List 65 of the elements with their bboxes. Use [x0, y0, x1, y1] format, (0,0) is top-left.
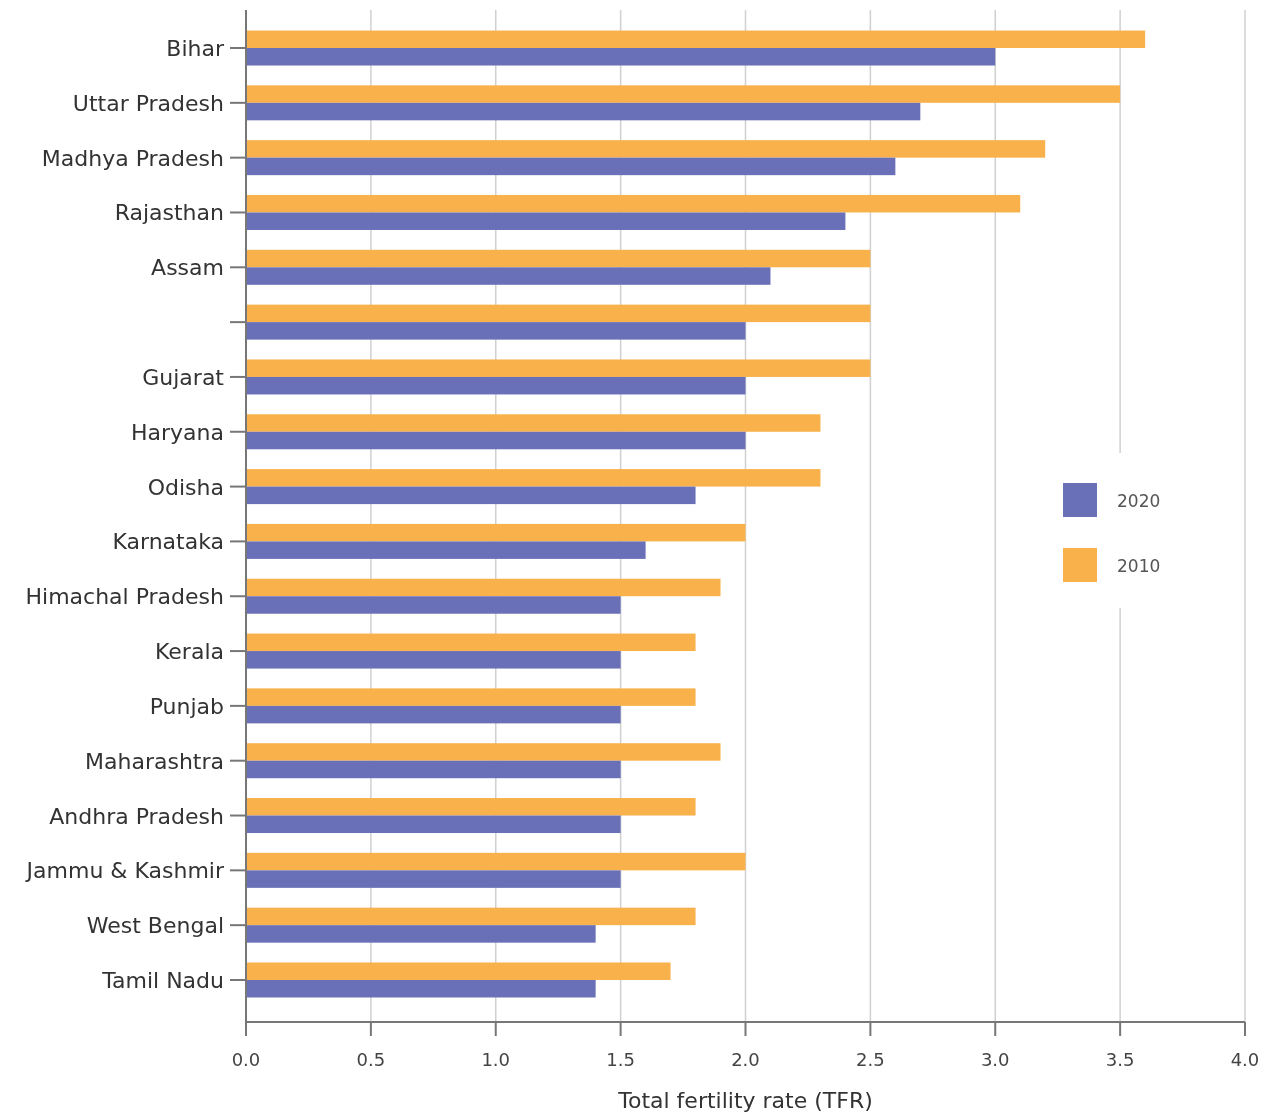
- bar: [246, 743, 721, 761]
- legend-label: 2020: [1117, 491, 1161, 511]
- bar: [246, 633, 696, 652]
- x-tick-label: 3.0: [980, 1049, 1010, 1070]
- bar: [246, 157, 896, 176]
- bar: [246, 486, 696, 505]
- bar: [246, 596, 621, 614]
- bar: [246, 431, 746, 450]
- y-tick-label: Andhra Pradesh: [49, 803, 224, 829]
- y-tick-label: Haryana: [131, 419, 224, 445]
- bar: [246, 304, 871, 323]
- y-tick-label: Jammu & Kashmir: [24, 858, 225, 884]
- bar: [246, 925, 596, 943]
- bar: [246, 815, 621, 834]
- y-tick-label: Karnataka: [112, 529, 224, 555]
- bar: [246, 322, 746, 340]
- x-tick-label: 2.0: [731, 1049, 760, 1070]
- bar: [246, 523, 746, 542]
- bar: [246, 705, 621, 724]
- bar: [246, 359, 871, 377]
- bar: [246, 376, 746, 395]
- y-tick-label: Madhya Pradesh: [41, 145, 224, 171]
- bar: [246, 578, 721, 597]
- bar: [246, 30, 1146, 49]
- bar: [246, 249, 871, 268]
- bar: [246, 962, 671, 980]
- y-tick-label: Kerala: [155, 639, 224, 665]
- bar: [246, 979, 596, 998]
- y-tick-label: Maharashtra: [85, 748, 224, 774]
- y-tick-label: Rajasthan: [114, 200, 224, 226]
- bar: [246, 798, 696, 816]
- bar: [246, 212, 846, 230]
- y-tick-label: Bihar: [166, 36, 225, 62]
- y-tick-label: West Bengal: [86, 913, 224, 939]
- x-tick-label: 1.0: [481, 1049, 511, 1070]
- y-tick-label: Tamil Nadu: [101, 967, 224, 993]
- bar: [246, 102, 921, 121]
- bar: [246, 194, 1021, 213]
- bar: [246, 48, 996, 66]
- x-tick-label: 1.5: [606, 1049, 635, 1070]
- x-tick-label: 0.0: [231, 1049, 261, 1070]
- x-tick-label: 4.0: [1230, 1049, 1260, 1070]
- bar: [246, 907, 696, 926]
- bar: [246, 140, 1046, 158]
- bar: [246, 469, 821, 487]
- bar: [246, 85, 1121, 103]
- bar: [246, 414, 821, 432]
- y-tick-label: Assam: [151, 255, 224, 281]
- bar: [246, 541, 646, 559]
- bar: [246, 760, 621, 779]
- bar: [246, 852, 746, 871]
- x-axis-title: Total fertility rate (TFR): [617, 1088, 873, 1113]
- y-tick-label: Odisha: [147, 474, 224, 500]
- y-tick-label: Punjab: [149, 693, 224, 719]
- bar: [246, 870, 621, 888]
- x-tick-label: 3.5: [1105, 1049, 1135, 1070]
- y-tick-label: Himachal Pradesh: [25, 584, 224, 610]
- y-tick-label: Uttar Pradesh: [72, 90, 224, 116]
- bar: [246, 267, 771, 285]
- y-tick-label: Gujarat: [142, 364, 225, 390]
- bar: [246, 688, 696, 706]
- x-tick-label: 0.5: [356, 1049, 386, 1070]
- x-tick-label: 2.5: [856, 1049, 885, 1070]
- bar: [246, 651, 621, 669]
- legend-label: 2010: [1117, 556, 1161, 576]
